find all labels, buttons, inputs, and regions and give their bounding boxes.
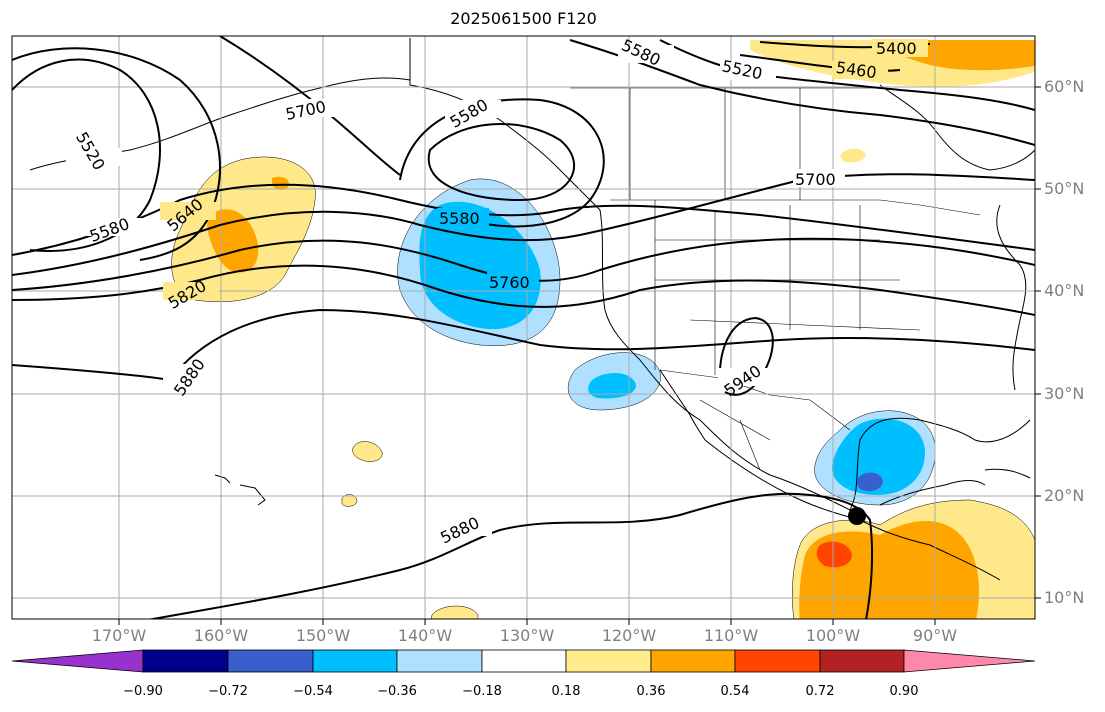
border-canada-us xyxy=(610,199,981,216)
contour-low-inner xyxy=(427,123,576,202)
shade-dark-blue-gulf xyxy=(857,472,883,492)
contour-label-bg-5880-west xyxy=(163,364,219,382)
colorbar-tick-neg036: −0.36 xyxy=(377,684,417,699)
shade-yellow-small-1 xyxy=(341,494,358,507)
contour-label-5760: 5760 xyxy=(489,273,530,292)
colorbar-tick-090: 0.90 xyxy=(889,684,919,699)
colorbar-segment-orange xyxy=(650,649,736,673)
contour-label-bg-5520-west xyxy=(66,148,122,166)
coastline-hudson xyxy=(879,84,1035,171)
contour-label-bg-5640 xyxy=(160,202,216,220)
colorbar xyxy=(11,649,1036,673)
lon-label-130w: 130°W xyxy=(499,626,555,645)
colorbar-segment-firebrick xyxy=(819,649,905,673)
colorbar-tick-018: 0.18 xyxy=(551,684,581,699)
lon-label-100w: 100°W xyxy=(805,626,861,645)
lat-label-60n: 60°N xyxy=(1044,77,1085,96)
contour-label-bg-5700-north xyxy=(283,99,339,117)
contour-5580-east xyxy=(569,39,1035,146)
border-state-7 xyxy=(689,319,921,331)
lon-label-150w: 150°W xyxy=(295,626,351,645)
lon-label-160w: 160°W xyxy=(193,626,249,645)
contour-label-bg-5880-south xyxy=(436,518,492,536)
contour-5940 xyxy=(718,316,774,396)
contour-label-bg-5820 xyxy=(163,282,219,300)
contour-label-bg-5520-east xyxy=(720,62,776,80)
border-mexico-states xyxy=(699,399,771,471)
shade-blue-baja xyxy=(588,373,636,399)
shade-blue-pacific xyxy=(419,201,541,330)
colorbar-segment-red-orange xyxy=(734,649,821,673)
coastline-north-america xyxy=(409,38,1031,511)
contour-low-5580 xyxy=(399,98,605,228)
shade-blue-gulf xyxy=(831,418,926,495)
border-canada-provinces xyxy=(570,87,880,200)
colorbar-segment-white xyxy=(481,649,567,673)
colorbar-segment-light-yellow xyxy=(565,649,652,673)
colorbar-segment-purple xyxy=(11,649,144,673)
contour-label-bg-5580-west xyxy=(86,218,142,236)
shade-orange-small-pacific xyxy=(272,176,289,190)
axis-ticks xyxy=(118,86,1041,625)
storm-center-marker xyxy=(848,507,866,525)
contour-label-bg-5460 xyxy=(832,61,888,79)
lat-label-30n: 30°N xyxy=(1044,384,1085,403)
lon-label-110w: 110°W xyxy=(703,626,759,645)
contour-label-bg-5940 xyxy=(718,368,774,386)
island-hawaii-2 xyxy=(239,484,266,506)
shade-yellow-hawaii xyxy=(352,441,383,462)
shade-orange-central-america xyxy=(799,520,979,619)
colorbar-tick-072: 0.72 xyxy=(805,684,835,699)
contour-5520-east xyxy=(659,39,1035,111)
contour-5580-west xyxy=(12,47,221,261)
lon-label-170w: 170°W xyxy=(91,626,147,645)
contour-label-bg-5580-east xyxy=(618,45,674,63)
colorbar-segment-navy xyxy=(142,649,229,673)
colorbar-tick-036: 0.36 xyxy=(636,684,666,699)
colorbar-tick-neg090: −0.90 xyxy=(123,684,163,699)
contour-label-bg-5760 xyxy=(487,272,539,290)
colorbar-segment-sky-blue xyxy=(312,649,398,673)
coastline-yucatan xyxy=(879,480,986,506)
lat-label-10n: 10°N xyxy=(1044,588,1085,607)
contour-5520-west xyxy=(12,58,161,252)
island-hawaii-1 xyxy=(214,474,231,484)
colorbar-segment-pink xyxy=(903,649,1036,673)
colorbar-tick-neg054: −0.54 xyxy=(293,684,333,699)
contour-label-5700-east: 5700 xyxy=(795,170,836,189)
map-frame xyxy=(11,35,1036,620)
colorbar-tick-054: 0.54 xyxy=(720,684,750,699)
shade-yellow-small-3 xyxy=(840,148,866,163)
island-cuba xyxy=(984,468,1031,479)
lon-label-120w: 120°W xyxy=(601,626,657,645)
border-us-mexico xyxy=(659,369,851,431)
contour-label-5400: 5400 xyxy=(876,39,917,58)
lon-label-90w: 90°W xyxy=(912,626,958,645)
lat-label-40n: 40°N xyxy=(1044,281,1085,300)
colorbar-segment-royal-blue xyxy=(227,649,314,673)
contour-label-bg-5400 xyxy=(872,39,928,57)
lon-label-140w: 140°W xyxy=(397,626,453,645)
contour-label-bg-5700-east xyxy=(793,169,845,187)
contour-label-5580-blue: 5580 xyxy=(439,209,480,228)
contour-label-bg-5580-blue xyxy=(437,208,489,226)
shade-red-central-america xyxy=(816,541,852,568)
lat-label-20n: 20°N xyxy=(1044,486,1085,505)
map-title: 2025061500 F120 xyxy=(450,9,597,28)
colorbar-segment-light-blue xyxy=(396,649,483,673)
lat-label-50n: 50°N xyxy=(1044,179,1085,198)
contour-5880-south xyxy=(147,492,874,619)
coastline-baja xyxy=(659,369,706,441)
colorbar-tick-neg072: −0.72 xyxy=(208,684,248,699)
shade-yellow-small-2 xyxy=(430,605,479,619)
colorbar-tick-neg018: −0.18 xyxy=(462,684,502,699)
contour-label-bg-5580-low xyxy=(445,100,501,118)
